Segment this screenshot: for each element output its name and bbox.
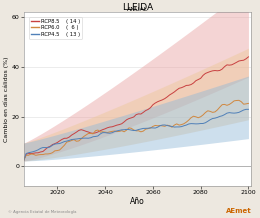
Text: © Agencia Estatal de Meteorología: © Agencia Estatal de Meteorología <box>8 210 76 214</box>
Y-axis label: Cambio en días cálidos (%): Cambio en días cálidos (%) <box>3 57 9 142</box>
Title: LLEIDA: LLEIDA <box>122 3 153 12</box>
Text: ANUAL: ANUAL <box>127 7 148 12</box>
X-axis label: Año: Año <box>130 197 145 206</box>
Legend: RCP8.5    ( 14 ), RCP6.0    (  6 ), RCP4.5    ( 13 ): RCP8.5 ( 14 ), RCP6.0 ( 6 ), RCP4.5 ( 13… <box>29 17 82 39</box>
Text: AEmet: AEmet <box>226 208 252 214</box>
